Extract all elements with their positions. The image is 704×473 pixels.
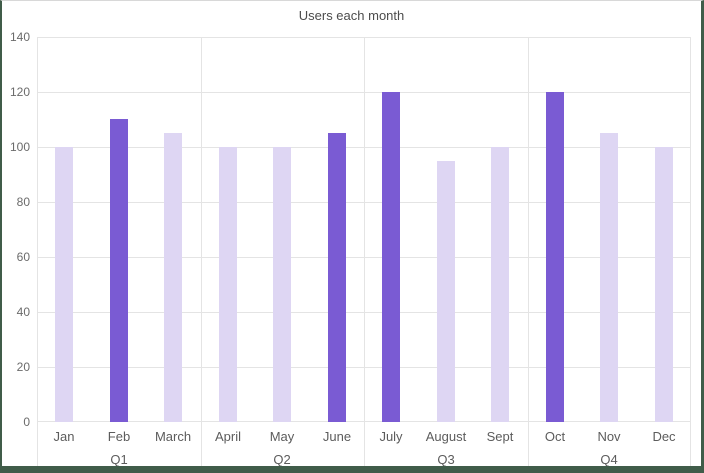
bar-dec <box>655 147 673 422</box>
month-label-nov: Nov <box>597 429 621 444</box>
y-axis-label: 120 <box>9 85 30 99</box>
bar-sept <box>491 147 509 422</box>
bar-jan <box>55 147 73 422</box>
month-label-may: May <box>269 429 295 444</box>
month-label-august: August <box>425 429 467 444</box>
bar-august <box>437 161 455 422</box>
quarter-separator <box>528 37 529 466</box>
bar-oct <box>546 92 564 422</box>
bar-may <box>273 147 291 422</box>
y-axis-label: 0 <box>23 415 30 429</box>
quarter-separator <box>201 37 202 466</box>
month-label-jan: Jan <box>53 429 75 444</box>
plot-left-border <box>37 37 38 466</box>
quarter-label-q3: Q3 <box>437 452 455 467</box>
bar-july <box>382 92 400 422</box>
bar-april <box>219 147 237 422</box>
month-label-april: April <box>214 429 241 444</box>
month-label-july: July <box>379 429 403 444</box>
y-axis-label: 20 <box>16 360 30 374</box>
y-axis-label: 60 <box>16 250 30 264</box>
month-label-feb: Feb <box>107 429 131 444</box>
quarter-label-q2: Q2 <box>273 452 291 467</box>
y-axis-label: 100 <box>9 140 30 154</box>
y-axis-label: 140 <box>9 30 30 44</box>
y-axis-label: 40 <box>16 305 30 319</box>
quarter-label-q1: Q1 <box>110 452 128 467</box>
bar-feb <box>110 119 128 422</box>
month-label-march: March <box>154 429 192 444</box>
plot-area: Jan Feb March April May June July August Sept Oct… <box>37 37 691 466</box>
y-axis-label: 80 <box>16 195 30 209</box>
bar-march <box>164 133 182 422</box>
chart-title: Users each month <box>298 8 405 23</box>
month-label-dec: Dec <box>652 429 676 444</box>
quarter-label-q4: Q4 <box>600 452 618 467</box>
month-label-june: June <box>322 429 352 444</box>
bar-nov <box>600 133 618 422</box>
month-label-sept: Sept <box>486 429 514 444</box>
plot-right-border <box>690 37 691 466</box>
month-label-oct: Oct <box>544 429 566 444</box>
quarter-separator <box>364 37 365 466</box>
bar-june <box>328 133 346 422</box>
